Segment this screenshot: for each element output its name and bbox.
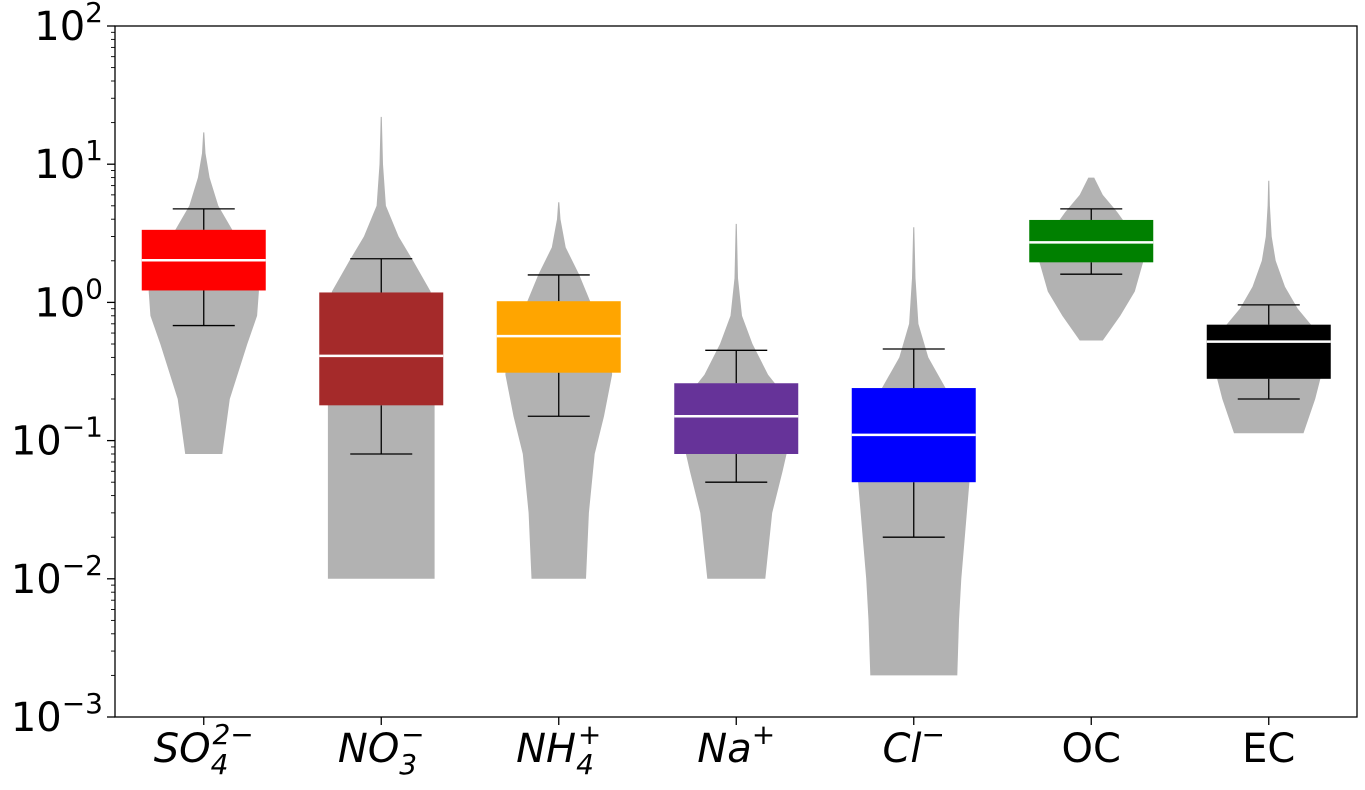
boxplot-no	[319, 258, 444, 455]
y-tick-label: 100	[34, 272, 103, 326]
x-tick-label-na: Na+	[697, 718, 775, 772]
y-tick-label: 10−3	[11, 687, 103, 741]
y-tick-label: 101	[34, 134, 103, 188]
boxes-layer	[141, 208, 1331, 538]
box-no	[319, 292, 444, 406]
x-tick-label-oc: OC	[1062, 726, 1121, 772]
x-tick-label-no: NO3−	[338, 718, 425, 781]
boxplot-oc	[1029, 208, 1154, 275]
boxplot-cl	[851, 348, 976, 538]
y-axis: 10−3 10−2 10−1 100 101 102	[11, 0, 115, 741]
boxplot-nh	[496, 274, 621, 417]
y-tick-label: 10−1	[11, 411, 103, 465]
x-tick-label-ec: EC	[1242, 726, 1295, 772]
boxplot-so	[141, 208, 266, 327]
x-axis: SO42− NO3− NH4+ Na+ Cl− OC EC	[154, 717, 1295, 781]
y-tick-label: 102	[34, 0, 103, 50]
y-tick-label: 10−2	[11, 549, 103, 603]
box-na	[674, 383, 799, 454]
boxplot-ec	[1206, 304, 1331, 400]
boxplot-na	[674, 349, 799, 483]
box-ec	[1206, 324, 1331, 379]
x-tick-label-so: SO42−	[154, 718, 254, 781]
x-tick-label-cl: Cl−	[882, 718, 945, 772]
x-tick-label-nh: NH4+	[516, 718, 601, 781]
